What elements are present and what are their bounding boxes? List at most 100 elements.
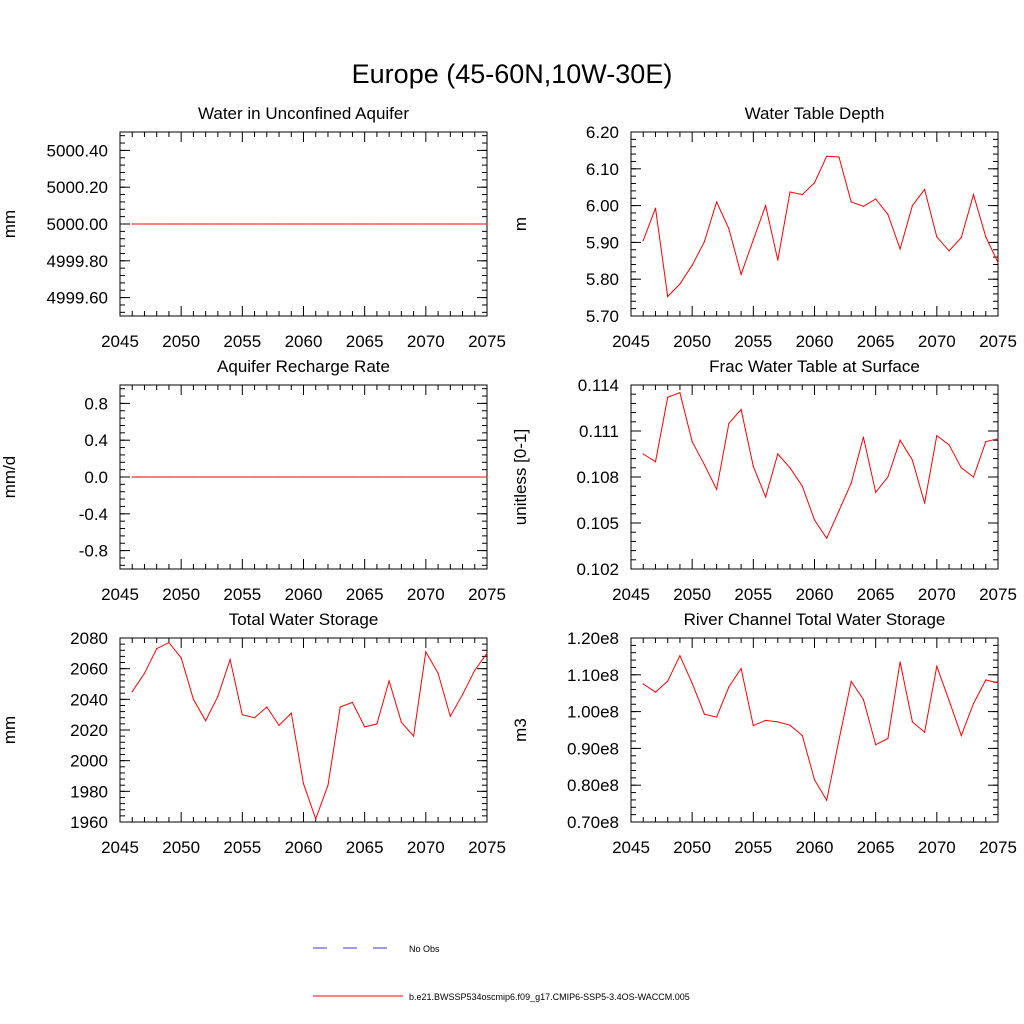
data-point: [691, 441, 693, 443]
y-tick-label: -0.4: [79, 505, 108, 524]
data-point: [400, 476, 402, 478]
y-tick-label: 0.102: [576, 560, 619, 579]
y-tick-label: 0.8: [84, 394, 108, 413]
x-tick-label: 2050: [673, 838, 711, 857]
data-point: [400, 721, 402, 723]
data-point: [679, 392, 681, 394]
chart-title: Water in Unconfined Aquifer: [198, 104, 409, 123]
data-point: [327, 784, 329, 786]
x-tick-label: 2045: [101, 332, 139, 351]
data-point: [936, 236, 938, 238]
data-point: [887, 737, 889, 740]
data-point: [826, 799, 828, 801]
chart-title: Aquifer Recharge Rate: [217, 357, 390, 376]
data-point: [960, 467, 962, 469]
data-point: [642, 240, 644, 242]
data-point: [143, 476, 146, 478]
data-point: [654, 461, 657, 463]
data-point: [437, 672, 439, 674]
data-point: [400, 223, 402, 225]
y-tick-label: 4999.60: [47, 289, 108, 308]
data-point: [339, 476, 341, 478]
y-tick-label: 0.108: [576, 468, 619, 487]
figure-title: Europe (45-60N,10W-30E): [352, 59, 673, 89]
y-axis-label: mm: [0, 210, 19, 238]
data-point: [192, 698, 194, 700]
y-tick-label: 1980: [70, 782, 108, 801]
x-tick-label: 2070: [918, 585, 956, 604]
data-point: [143, 672, 146, 674]
data-point: [229, 658, 231, 661]
data-point: [205, 720, 207, 722]
data-point: [850, 482, 852, 484]
data-point: [388, 476, 390, 478]
data-point: [899, 439, 901, 441]
data-point: [716, 488, 718, 490]
data-point: [388, 680, 390, 682]
series-line-0: [642, 392, 999, 540]
chart-panel-p6: River Channel Total Water Storage 2045 205…: [511, 610, 1017, 857]
data-point: [985, 441, 987, 443]
x-tick-label: 2065: [857, 838, 895, 857]
y-tick-label: 0.70e8: [567, 813, 619, 832]
data-point: [413, 476, 415, 478]
data-point: [168, 476, 170, 478]
data-point: [740, 667, 742, 670]
data-point: [388, 223, 390, 225]
data-point: [278, 724, 280, 727]
x-tick-label: 2070: [407, 838, 445, 857]
data-point: [948, 700, 950, 702]
data-point: [838, 156, 840, 158]
data-point: [703, 241, 706, 243]
plot-frame: [630, 384, 999, 570]
data-point: [168, 642, 170, 644]
data-point: [315, 476, 317, 478]
data-point: [156, 648, 158, 650]
x-tick-label: 2060: [796, 838, 834, 857]
data-point: [777, 259, 779, 261]
series-line-0: [131, 641, 488, 821]
x-tick-label: 2075: [468, 838, 506, 857]
y-tick-label: 0.114: [578, 376, 619, 395]
data-point: [997, 262, 999, 264]
chart-panel-p5: Total Water Storage 2045 2050 2055 2060 2065 2…: [0, 610, 506, 857]
data-point: [278, 476, 280, 478]
data-point: [486, 476, 488, 478]
x-tick-label: 2075: [979, 585, 1017, 604]
data-point: [376, 476, 378, 478]
data-point: [924, 502, 926, 504]
data-point: [486, 223, 488, 225]
y-tick-label: 6.20: [586, 123, 619, 142]
data-point: [156, 476, 158, 478]
data-point: [266, 706, 268, 708]
y-tick-label: 4999.80: [47, 252, 108, 271]
y-tick-label: 2000: [70, 752, 108, 771]
data-point: [278, 223, 280, 225]
data-point: [449, 476, 451, 478]
data-point: [290, 476, 292, 478]
legend-obs-label: No Obs: [409, 944, 440, 954]
data-point: [911, 205, 914, 207]
data-point: [911, 459, 914, 461]
data-point: [703, 713, 706, 715]
chart-panel-p2: Water Table Depth 2045 2050 2055 2060 2065 207…: [511, 104, 1017, 351]
data-point: [180, 223, 182, 225]
data-point: [691, 264, 693, 266]
x-tick-label: 2055: [223, 838, 261, 857]
data-point: [887, 213, 889, 215]
data-point: [813, 182, 816, 184]
data-point: [642, 683, 644, 685]
y-tick-label: 1.00e8: [567, 703, 619, 722]
x-tick-label: 2055: [223, 332, 261, 351]
y-tick-label: 2020: [70, 721, 108, 740]
data-point: [131, 691, 133, 693]
x-tick-label: 2045: [101, 838, 139, 857]
data-point: [229, 476, 231, 478]
y-tick-label: 2060: [70, 660, 108, 679]
data-point: [716, 201, 718, 203]
data-point: [875, 198, 877, 200]
data-point: [461, 476, 464, 478]
data-point: [728, 422, 730, 424]
y-tick-label: 0.4: [84, 431, 108, 450]
data-point: [131, 223, 133, 225]
